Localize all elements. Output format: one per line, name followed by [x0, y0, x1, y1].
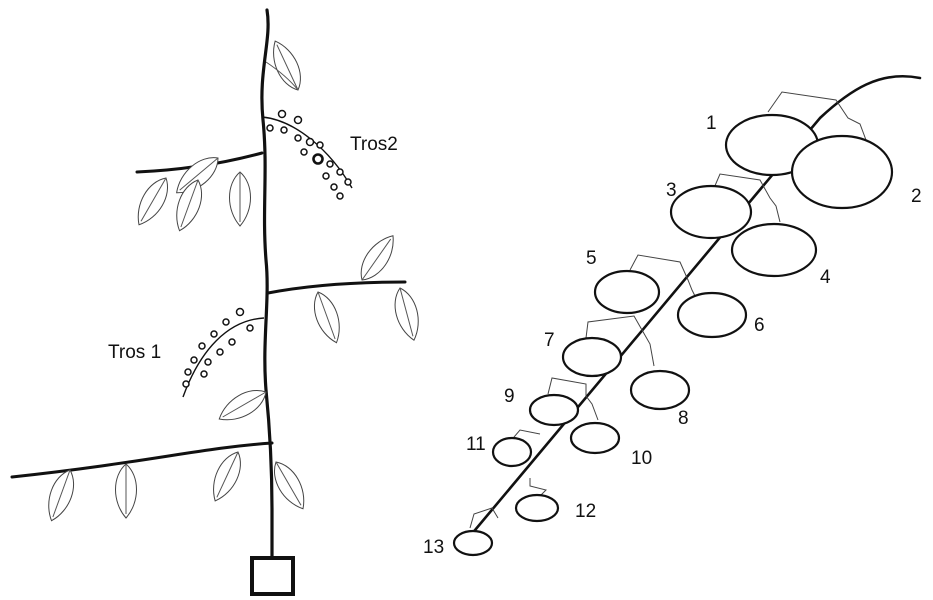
leaf — [360, 235, 394, 281]
fruit-label-10: 10 — [631, 448, 652, 469]
truss-rachis — [458, 74, 922, 550]
truss-2: Tros2 — [261, 109, 398, 200]
leaf — [394, 287, 419, 341]
leaf — [137, 177, 168, 226]
leaf — [274, 461, 305, 510]
fruit-13 — [452, 529, 494, 557]
middle-branch — [266, 280, 407, 295]
fruit-label-7: 7 — [544, 330, 555, 351]
leaf — [314, 291, 340, 344]
fruit-2 — [790, 134, 894, 210]
fruit-4 — [730, 222, 818, 278]
pedicels — [469, 91, 867, 529]
fruit-label-5: 5 — [586, 248, 597, 269]
fruit-7 — [561, 336, 623, 378]
fruit-11 — [491, 436, 533, 468]
truss-detail: 1 2 3 4 5 6 7 8 9 10 11 12 13 — [423, 74, 922, 558]
leaf — [273, 40, 301, 91]
fruit-6 — [676, 291, 748, 339]
truss-1-buds — [182, 307, 254, 388]
truss-1: Tros 1 — [108, 307, 265, 398]
leaf — [176, 179, 202, 232]
leaf — [115, 463, 137, 519]
truss-2-buds — [266, 109, 352, 200]
fruit-label-9: 9 — [504, 386, 515, 407]
fruit-label-8: 8 — [678, 408, 689, 429]
fruit-label-12: 12 — [575, 501, 596, 522]
leaf — [48, 469, 74, 522]
fruit-label-6: 6 — [754, 315, 765, 336]
fruit-12 — [514, 493, 560, 523]
fruit-5 — [593, 269, 661, 315]
leaf — [229, 171, 251, 227]
leaf — [176, 157, 219, 194]
leaf — [213, 451, 241, 502]
fruit-8 — [629, 369, 691, 411]
fruit-label-1: 1 — [706, 113, 717, 134]
main-stem — [260, 8, 274, 562]
plant: Tros2 Tros 1 — [10, 8, 419, 596]
leaves — [48, 40, 419, 522]
fruit-label-4: 4 — [820, 267, 831, 288]
fruit-number-labels: 1 2 3 4 5 6 7 8 9 10 11 12 13 — [423, 113, 922, 558]
fruit-9 — [528, 393, 580, 427]
fruits — [452, 113, 894, 557]
fruit-3 — [669, 184, 753, 240]
truss-2-label: Tros2 — [350, 134, 398, 155]
fruit-label-13: 13 — [423, 537, 444, 558]
lower-branch — [10, 441, 274, 479]
truss-1-label: Tros 1 — [108, 342, 161, 363]
fruit-10 — [569, 421, 621, 455]
fruit-label-3: 3 — [666, 180, 677, 201]
fruit-label-11: 11 — [466, 434, 486, 455]
stem-base-square — [250, 556, 295, 596]
fruit-label-2: 2 — [911, 186, 922, 207]
leaf — [218, 390, 267, 421]
